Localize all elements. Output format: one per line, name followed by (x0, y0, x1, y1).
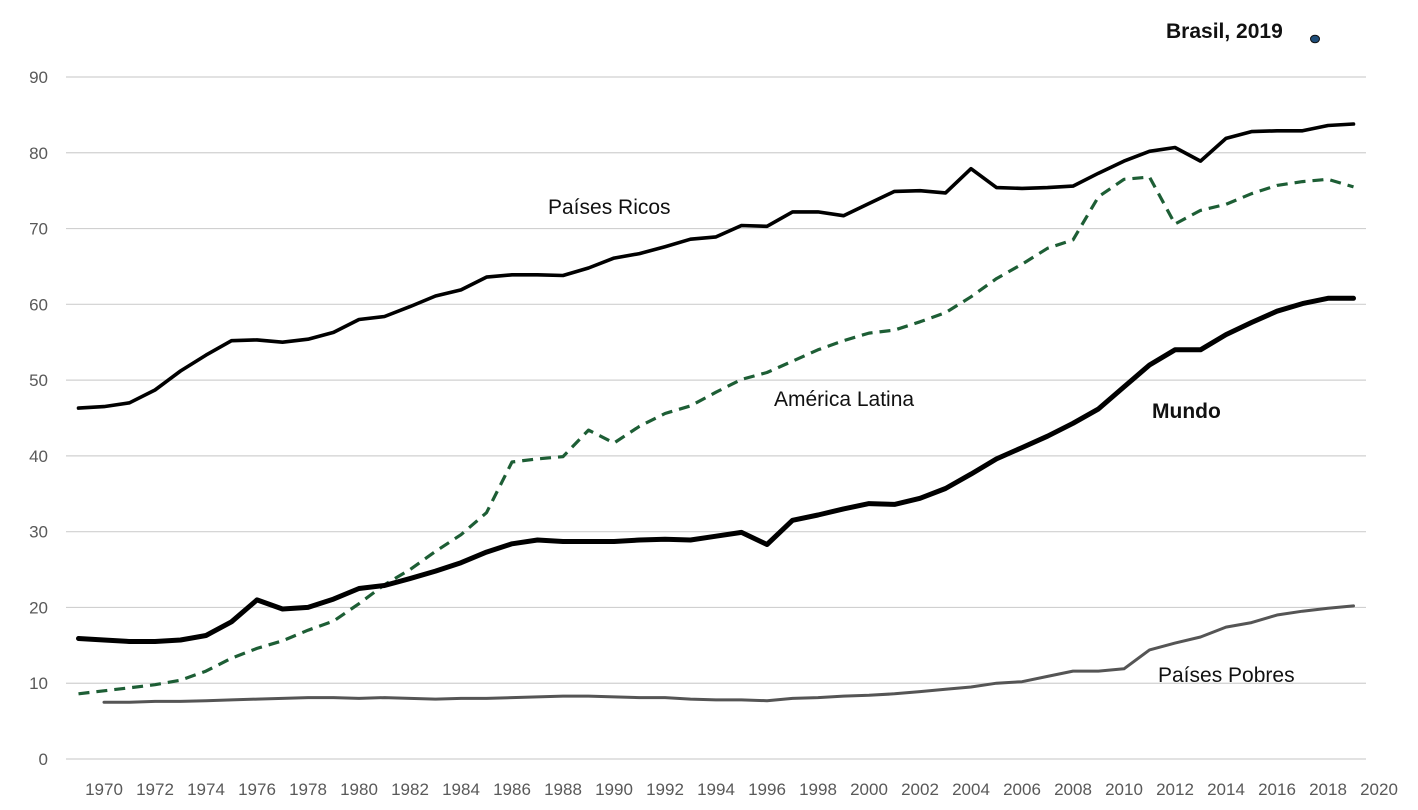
x-tick-label-2018: 2018 (1309, 780, 1347, 799)
x-tick-label-1974: 1974 (187, 780, 225, 799)
y-tick-label-90: 90 (29, 68, 48, 87)
x-tick-label-1978: 1978 (289, 780, 327, 799)
x-tick-label-2020: 2020 (1360, 780, 1398, 799)
series-label-america-latina: América Latina (774, 388, 914, 411)
x-axis-ticks: 1970 1972 1974 1976 1978 1980 1982 1984 1986 1988… (85, 780, 1398, 799)
y-tick-label-20: 20 (29, 598, 48, 617)
y-tick-label-70: 70 (29, 220, 48, 239)
series-label-paises-ricos: Países Ricos (548, 196, 671, 219)
x-tick-label-1982: 1982 (391, 780, 429, 799)
y-axis-ticks: 0 10 20 30 40 50 60 70 80 90 (29, 68, 48, 769)
y-tick-label-10: 10 (29, 674, 48, 693)
x-tick-label-1998: 1998 (799, 780, 837, 799)
x-tick-label-1988: 1988 (544, 780, 582, 799)
series-line-pa-ses-ricos (76, 122, 1356, 410)
x-tick-label-2012: 2012 (1156, 780, 1194, 799)
x-tick-label-2008: 2008 (1054, 780, 1092, 799)
series-labels: Países Ricos América Latina Mundo Países… (548, 20, 1295, 687)
x-tick-label-2014: 2014 (1207, 780, 1245, 799)
x-tick-label-2004: 2004 (952, 780, 990, 799)
x-tick-label-1994: 1994 (697, 780, 735, 799)
x-tick-label-2016: 2016 (1258, 780, 1296, 799)
x-tick-label-1990: 1990 (595, 780, 633, 799)
x-tick-label-1992: 1992 (646, 780, 684, 799)
x-tick-label-1976: 1976 (238, 780, 276, 799)
x-tick-label-1996: 1996 (748, 780, 786, 799)
series-line-mundo (76, 295, 1356, 644)
x-tick-label-1986: 1986 (493, 780, 531, 799)
y-tick-label-30: 30 (29, 523, 48, 542)
series-line-pa-ses-pobres (102, 604, 1355, 704)
x-tick-label-1984: 1984 (442, 780, 480, 799)
series-line-am-rica-latina (78, 175, 1354, 696)
x-tick-label-1972: 1972 (136, 780, 174, 799)
y-tick-label-80: 80 (29, 144, 48, 163)
point-marker-brasil-2019 (1310, 34, 1320, 44)
series-label-mundo: Mundo (1152, 400, 1221, 423)
x-tick-label-2000: 2000 (850, 780, 888, 799)
x-tick-label-2002: 2002 (901, 780, 939, 799)
x-tick-label-1980: 1980 (340, 780, 378, 799)
highlight-points (1310, 34, 1320, 44)
y-tick-label-50: 50 (29, 371, 48, 390)
series-label-paises-pobres: Países Pobres (1158, 664, 1295, 687)
x-tick-label-1970: 1970 (85, 780, 123, 799)
y-tick-label-0: 0 (39, 750, 48, 769)
x-tick-label-2006: 2006 (1003, 780, 1041, 799)
x-tick-label-2010: 2010 (1105, 780, 1143, 799)
y-tick-label-40: 40 (29, 447, 48, 466)
series-lines (76, 122, 1356, 704)
y-tick-label-60: 60 (29, 295, 48, 314)
point-label-brasil-2019: Brasil, 2019 (1166, 20, 1283, 43)
